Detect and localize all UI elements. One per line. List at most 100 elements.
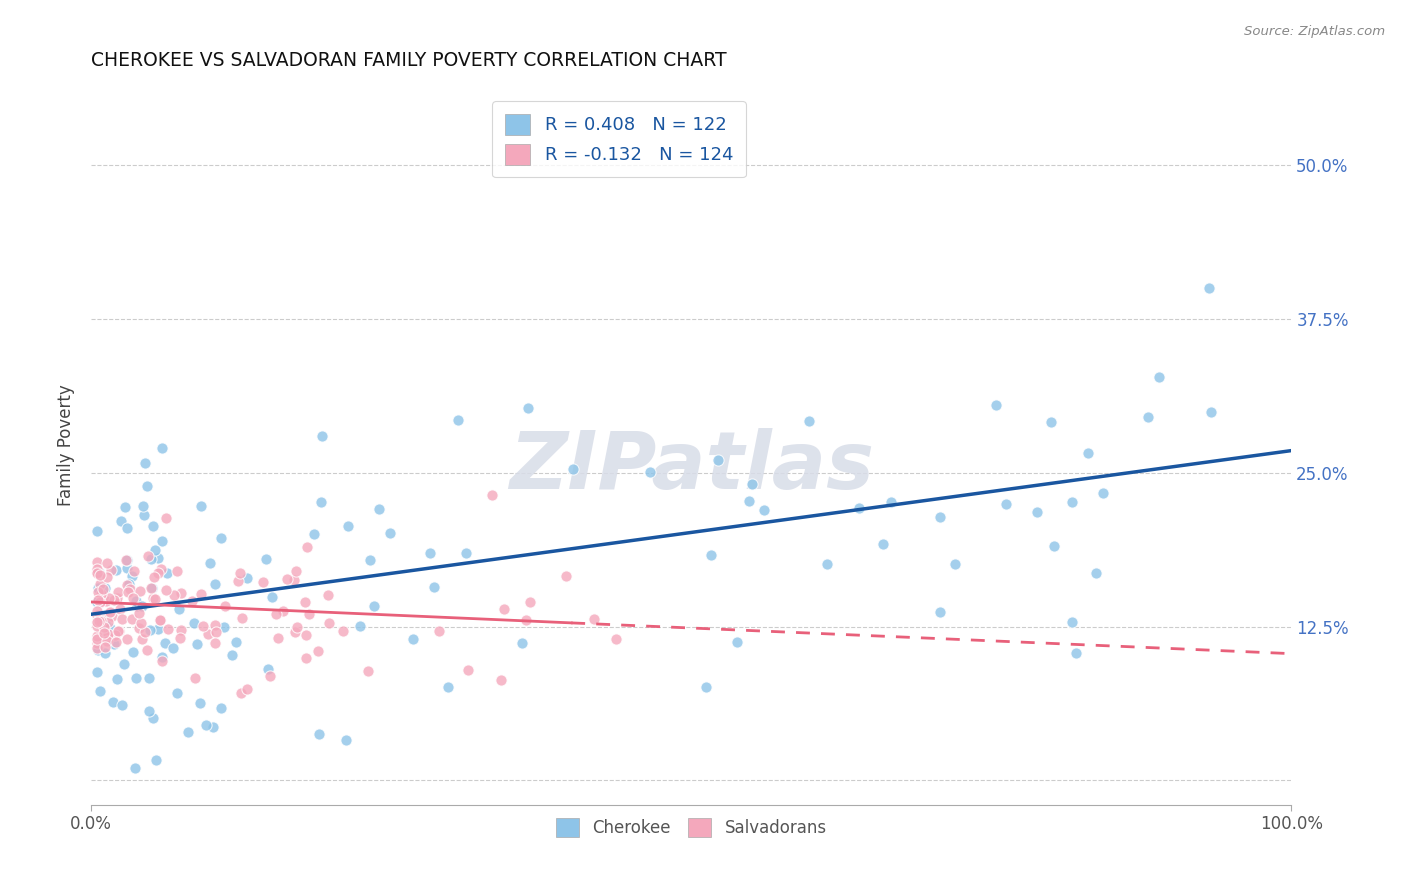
Point xyxy=(170,586,193,600)
Point xyxy=(134,456,156,470)
Point xyxy=(86,636,108,650)
Point xyxy=(295,541,318,555)
Point xyxy=(103,593,125,607)
Point xyxy=(111,612,134,626)
Point xyxy=(605,632,627,646)
Point xyxy=(115,553,138,567)
Point xyxy=(97,607,120,621)
Point xyxy=(105,563,128,577)
Point xyxy=(146,550,169,565)
Point xyxy=(145,753,167,767)
Point xyxy=(294,595,316,609)
Point xyxy=(87,581,110,595)
Point xyxy=(257,662,280,676)
Point xyxy=(117,585,139,599)
Point xyxy=(1201,404,1223,418)
Point xyxy=(302,527,325,541)
Point xyxy=(139,552,162,566)
Point xyxy=(214,619,236,633)
Point xyxy=(363,599,385,614)
Point xyxy=(492,602,515,616)
Point xyxy=(152,441,174,455)
Point xyxy=(86,555,108,569)
Point xyxy=(89,614,111,628)
Point xyxy=(150,649,173,664)
Point xyxy=(167,601,190,615)
Point xyxy=(141,582,163,596)
Point xyxy=(121,569,143,583)
Point xyxy=(194,718,217,732)
Point xyxy=(316,588,339,602)
Text: CHEROKEE VS SALVADORAN FAMILY POVERTY CORRELATION CHART: CHEROKEE VS SALVADORAN FAMILY POVERTY CO… xyxy=(91,51,727,70)
Point xyxy=(87,585,110,599)
Point xyxy=(298,607,321,621)
Point xyxy=(1198,281,1220,295)
Point xyxy=(707,453,730,467)
Point xyxy=(132,508,155,522)
Point xyxy=(335,733,357,747)
Point xyxy=(423,580,446,594)
Point xyxy=(229,686,252,700)
Point xyxy=(139,623,162,637)
Point xyxy=(283,574,305,588)
Point xyxy=(156,622,179,636)
Point xyxy=(148,613,170,627)
Point xyxy=(285,564,308,578)
Point xyxy=(184,671,207,685)
Point xyxy=(105,591,128,606)
Point xyxy=(741,477,763,491)
Point xyxy=(138,671,160,685)
Point xyxy=(264,607,287,622)
Point xyxy=(105,635,128,649)
Point xyxy=(94,582,117,596)
Point xyxy=(107,584,129,599)
Point xyxy=(252,575,274,590)
Point xyxy=(214,599,236,614)
Point xyxy=(143,570,166,584)
Point xyxy=(142,591,165,605)
Point xyxy=(86,665,108,680)
Point xyxy=(105,672,128,686)
Point xyxy=(97,630,120,644)
Point xyxy=(446,412,468,426)
Point xyxy=(87,592,110,607)
Point xyxy=(117,560,139,574)
Point xyxy=(96,569,118,583)
Point xyxy=(166,564,188,578)
Point xyxy=(97,626,120,640)
Point xyxy=(96,608,118,623)
Point xyxy=(519,595,541,609)
Point xyxy=(166,686,188,700)
Point xyxy=(929,510,952,524)
Point xyxy=(124,671,146,685)
Point xyxy=(86,615,108,630)
Point xyxy=(183,616,205,631)
Point xyxy=(162,588,184,602)
Point xyxy=(797,413,820,427)
Point xyxy=(231,611,253,625)
Point xyxy=(202,720,225,734)
Point xyxy=(114,553,136,567)
Legend: Cherokee, Salvadorans: Cherokee, Salvadorans xyxy=(550,811,834,844)
Point xyxy=(86,640,108,655)
Point xyxy=(349,619,371,633)
Point xyxy=(138,704,160,718)
Point xyxy=(262,591,284,605)
Point xyxy=(129,615,152,630)
Point xyxy=(169,631,191,645)
Point xyxy=(427,624,450,638)
Point xyxy=(752,503,775,517)
Y-axis label: Family Poverty: Family Poverty xyxy=(58,384,75,506)
Point xyxy=(117,632,139,646)
Point xyxy=(93,626,115,640)
Point xyxy=(90,587,112,601)
Point xyxy=(221,648,243,662)
Point xyxy=(359,553,381,567)
Point xyxy=(1026,505,1049,519)
Point xyxy=(209,701,232,715)
Point xyxy=(141,518,163,533)
Point xyxy=(118,576,141,591)
Point xyxy=(583,612,606,626)
Point xyxy=(89,577,111,591)
Point xyxy=(104,628,127,642)
